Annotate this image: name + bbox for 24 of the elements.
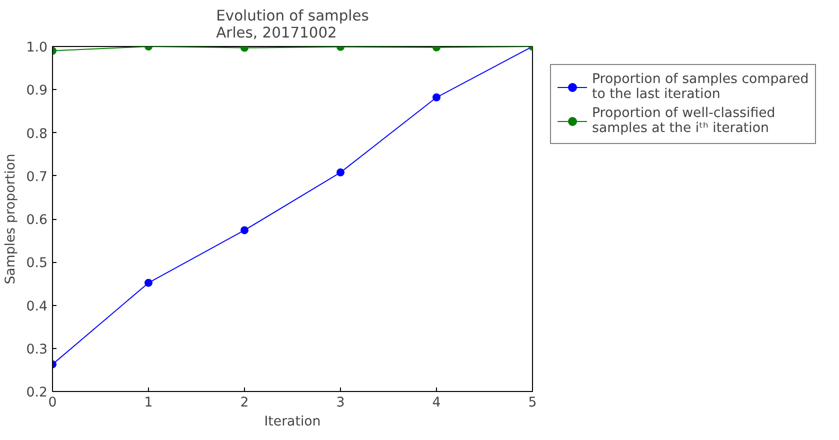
x-axis-title: Iteration [264, 414, 321, 430]
x-tick-label: 1 [144, 396, 153, 410]
chart-title: Evolution of samples Arles, 20171002 [216, 8, 369, 42]
x-tick-label: 0 [48, 396, 57, 410]
y-tick-label: 0.8 [26, 126, 48, 142]
x-tick-label: 4 [432, 396, 441, 410]
x-tick-label: 3 [336, 396, 345, 410]
y-tick-label: 0.3 [26, 342, 48, 358]
y-tick-label: 0.6 [26, 213, 48, 228]
y-tick-label: 0.9 [26, 84, 48, 99]
x-tick-label: 2 [240, 396, 249, 410]
y-tick-label: 0.5 [26, 256, 48, 272]
y-tick-label: 0.7 [26, 170, 48, 185]
y-tick-label: 0.4 [26, 299, 48, 314]
point [144, 278, 152, 287]
point [336, 168, 344, 176]
point [240, 226, 248, 234]
y-tick-label: 0.2 [26, 386, 48, 400]
legend-label: Proportion of samples compared to the last iteration [592, 71, 809, 103]
legend-label: Proportion of well-classified samples at the iᵗʰ iteration [592, 105, 776, 137]
y-tick-label: 1.0 [26, 40, 48, 56]
y-axis-title: Samples proportion [3, 154, 18, 284]
x-tick-label: 5 [528, 396, 537, 410]
point [432, 93, 440, 102]
